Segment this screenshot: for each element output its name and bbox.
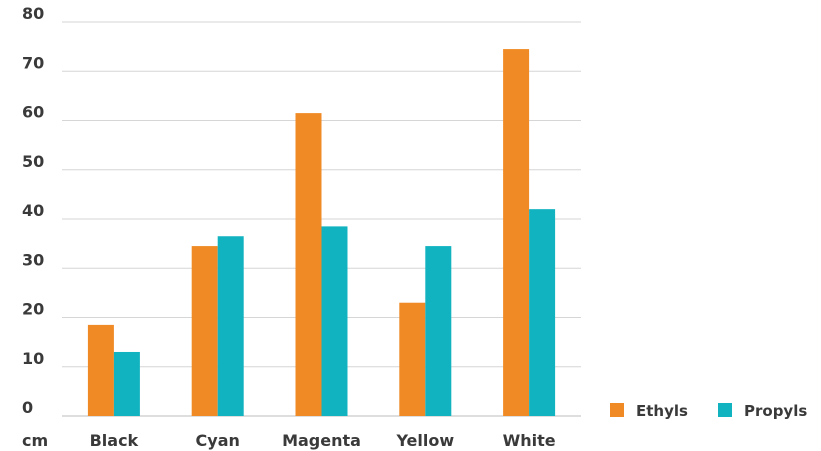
y-tick-label: 10: [22, 349, 44, 368]
bar-ethyls-cyan: [191, 246, 218, 416]
legend-label-ethyls: Ethyls: [636, 402, 688, 420]
y-tick-label: 70: [22, 53, 44, 72]
legend-swatch-propyls: [718, 403, 732, 417]
y-tick-label: 40: [22, 201, 44, 220]
bar-ethyls-yellow: [399, 302, 426, 416]
x-tick-label: Yellow: [395, 431, 454, 450]
legend-swatch-ethyls: [610, 403, 624, 417]
bar-ethyls-magenta: [295, 113, 322, 417]
y-tick-label: 80: [22, 4, 44, 23]
x-tick-label: Cyan: [196, 431, 240, 450]
legend: Ethyls Propyls: [610, 402, 807, 420]
y-axis-tick-labels: 0 10 20 30 40 50 60 70 80: [22, 4, 44, 417]
bar-propyls-yellow: [425, 246, 452, 416]
bar-propyls-cyan: [217, 236, 244, 416]
y-tick-label: 60: [22, 103, 44, 122]
y-tick-label: 20: [22, 300, 44, 319]
bar-propyls-magenta: [321, 226, 348, 416]
bars: [87, 49, 556, 417]
x-tick-label: Black: [90, 431, 139, 450]
unit-label: cm: [22, 431, 48, 450]
x-tick-label: White: [503, 431, 556, 450]
bar-propyls-white: [529, 209, 556, 416]
bar-ethyls-white: [503, 49, 530, 417]
y-tick-label: 30: [22, 250, 44, 269]
x-tick-label: Magenta: [282, 431, 361, 450]
bar-propyls-black: [113, 351, 140, 416]
x-axis-tick-labels: Black Cyan Magenta Yellow White: [90, 431, 556, 450]
bar-ethyls-black: [87, 324, 114, 416]
y-tick-label: 0: [22, 398, 33, 417]
y-tick-label: 50: [22, 152, 44, 171]
legend-label-propyls: Propyls: [744, 402, 807, 420]
